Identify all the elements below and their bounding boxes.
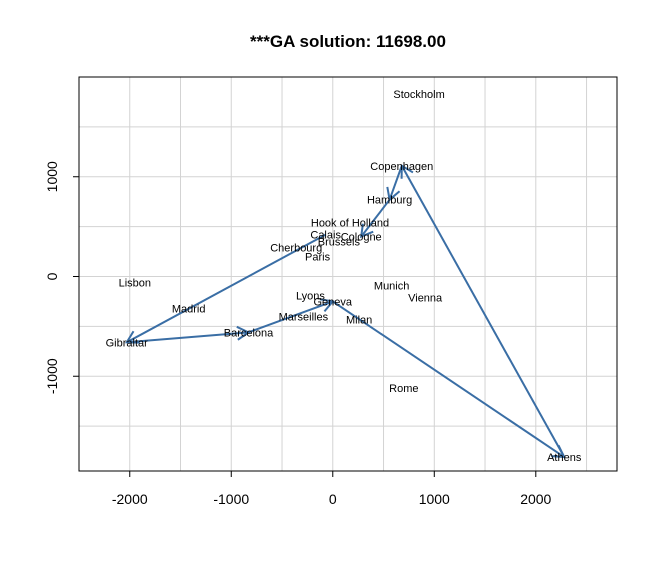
city-label: Lisbon	[119, 277, 151, 289]
city-label: Stockholm	[393, 89, 444, 101]
city-label: Munich	[374, 280, 409, 292]
x-tick-label: 0	[329, 491, 337, 507]
city-labels: Stockholm Copenhagen Hamburg Hook of Hollan…	[106, 89, 582, 464]
city-label: Calais	[310, 230, 341, 242]
route-arrows	[124, 164, 566, 459]
city-label: Cologne	[341, 232, 382, 244]
route-segment	[400, 165, 566, 458]
city-label: Lyons	[296, 290, 325, 302]
city-label: Copenhagen	[370, 161, 433, 173]
city-label: Paris	[305, 252, 331, 264]
grid	[79, 77, 617, 471]
chart-title: ***GA solution: 11698.00	[250, 32, 446, 51]
city-label: Rome	[389, 383, 418, 395]
x-tick-label: -1000	[213, 491, 249, 507]
plot-frame	[78, 76, 618, 472]
y-tick-label: 1000	[44, 161, 60, 192]
axes: -2000 -1000 0 1000 2000 -1000 0 1000	[44, 161, 552, 507]
route-segment	[332, 300, 565, 458]
x-tick-label: 2000	[520, 491, 551, 507]
city-label: Madrid	[172, 303, 206, 315]
city-label: Hook of Holland	[311, 218, 389, 230]
x-tick-label: -2000	[112, 491, 148, 507]
y-tick-label: -1000	[44, 358, 60, 394]
route-segment	[126, 331, 249, 344]
city-label: Athens	[547, 452, 582, 464]
route-segment	[388, 165, 403, 201]
city-label: Milan	[346, 314, 372, 326]
city-label: Hamburg	[367, 195, 412, 207]
arrow-head	[359, 223, 374, 239]
x-tick-label: 1000	[419, 491, 450, 507]
city-label: Marseilles	[279, 311, 329, 323]
city-label: Vienna	[408, 292, 443, 304]
route-segment	[126, 233, 327, 344]
city-label: Gibraltar	[106, 337, 149, 349]
city-label: Brussels	[318, 237, 361, 249]
route-segment	[248, 300, 334, 334]
city-label: Geneva	[314, 296, 353, 308]
y-tick-label: 0	[44, 272, 60, 280]
city-label: Barcelona	[224, 327, 274, 339]
city-label: Cherbourg	[270, 243, 322, 255]
route-segment	[360, 199, 391, 238]
